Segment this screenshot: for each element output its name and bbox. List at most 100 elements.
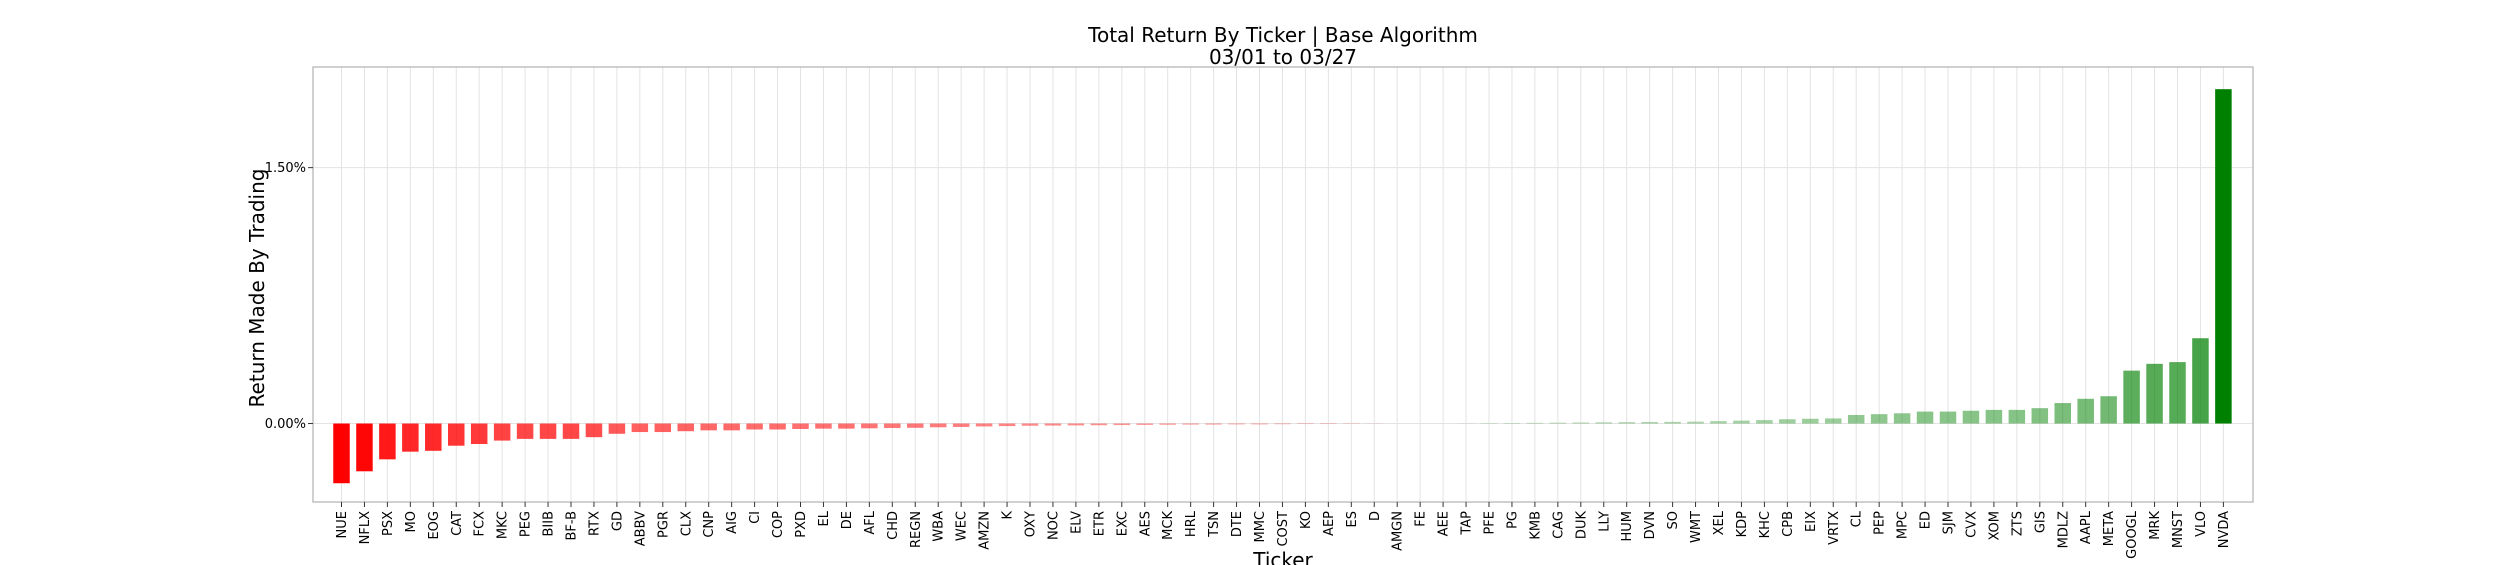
- bar-eog: [425, 423, 442, 451]
- x-tick-label: COST: [1276, 511, 1291, 547]
- bar-cl: [1847, 415, 1865, 424]
- bar-rtx: [585, 423, 603, 438]
- y-tick-label: 1.50%: [265, 161, 306, 176]
- bar-xom: [1985, 409, 2003, 424]
- bar-kdp: [1733, 420, 1750, 424]
- bars: [333, 89, 2232, 484]
- x-tick-label: EOG: [427, 511, 442, 540]
- bar-nflx: [356, 423, 373, 472]
- bar-so: [1664, 421, 1681, 424]
- x-tick-label: AAPL: [2079, 510, 2094, 544]
- x-tick-label: MCK: [1161, 511, 1176, 540]
- bar-cat: [448, 423, 465, 446]
- x-tick-label: PFE: [1483, 511, 1498, 535]
- x-tick-label: TSN: [1207, 511, 1222, 538]
- bar-wmt: [1687, 421, 1704, 424]
- bar-mnst: [2169, 362, 2186, 424]
- bar-aapl: [2077, 398, 2094, 424]
- x-tick-label: NUE: [335, 511, 350, 538]
- x-tick-label: ABBV: [633, 511, 648, 546]
- bar-amzn: [975, 423, 993, 427]
- bar-mdlz: [2054, 403, 2071, 424]
- bar-mkc: [493, 423, 511, 441]
- x-tick-label: AEE: [1437, 511, 1452, 536]
- x-tick-label: GIS: [2033, 511, 2048, 533]
- x-tick-label: AIG: [725, 511, 740, 534]
- chart-title: Total Return By Ticker | Base Algorithm: [1087, 23, 1478, 47]
- x-tick-label: MRK: [2148, 511, 2163, 540]
- x-tick-label: MKC: [496, 511, 511, 539]
- x-tick-label: NFLX: [358, 511, 373, 544]
- bar-xel: [1710, 421, 1727, 424]
- bar-ed: [1916, 411, 1934, 424]
- x-tick-label: VLO: [2194, 511, 2209, 537]
- plot-frame: [312, 66, 2254, 503]
- bar-cnp: [700, 423, 717, 431]
- x-tick-label: OXY: [1024, 511, 1039, 537]
- bar-ko: [1297, 423, 1314, 425]
- x-tick-label: HRL: [1184, 510, 1199, 537]
- bar-k: [998, 423, 1016, 427]
- bar-mpc: [1893, 413, 1911, 424]
- x-tick-label: MDLZ: [2056, 511, 2071, 548]
- bar-exc: [1113, 423, 1131, 426]
- bar-mo: [402, 423, 419, 452]
- x-tick-label: AFL: [863, 510, 878, 534]
- bar-aig: [723, 423, 740, 431]
- x-tick-label: AMGN: [1391, 511, 1406, 551]
- bar-meta: [2100, 396, 2117, 424]
- x-tick-label: CLX: [679, 511, 694, 536]
- chart-subtitle: 03/01 to 03/27: [1209, 45, 1357, 69]
- y-tick-label: 0.00%: [265, 417, 306, 432]
- x-axis-label: Ticker: [1252, 548, 1313, 565]
- x-tick-label: GD: [610, 511, 625, 531]
- x-tick-label: CL: [1850, 510, 1865, 527]
- x-tick-label: KO: [1299, 511, 1314, 529]
- x-tick-label: MNST: [2171, 511, 2186, 548]
- x-tick-label: MO: [404, 511, 419, 532]
- x-tick-label: WMT: [1689, 511, 1704, 543]
- bar-sjm: [1939, 411, 1957, 424]
- bar-fcx: [470, 423, 488, 444]
- x-tick-label: CVX: [1964, 511, 1979, 538]
- bar-ci: [746, 423, 763, 430]
- bar-aep: [1320, 423, 1337, 425]
- bar-wba: [929, 423, 947, 428]
- x-tick-label: CNP: [702, 511, 717, 538]
- bar-hum: [1618, 422, 1635, 424]
- bar-cag: [1549, 422, 1567, 424]
- bar-vlo: [2192, 338, 2209, 424]
- bar-nue: [333, 423, 350, 484]
- x-tick-label: NOC: [1046, 511, 1061, 540]
- bar-elv: [1067, 423, 1085, 426]
- x-ticks: NUE NFLX PSX MO EOG CAT FCX MKC PEG BIIB BF-B RTX GD…: [335, 502, 2232, 559]
- x-tick-label: CPB: [1781, 511, 1796, 537]
- bar-peg: [516, 423, 534, 439]
- x-tick-label: CAG: [1551, 511, 1566, 539]
- bar-noc: [1044, 423, 1062, 426]
- x-tick-label: PGR: [656, 511, 671, 538]
- bar-biib: [539, 423, 557, 439]
- x-tick-label: D: [1368, 511, 1383, 521]
- x-tick-label: HUM: [1620, 511, 1635, 542]
- x-tick-label: KMB: [1528, 511, 1543, 540]
- bar-lly: [1595, 422, 1612, 424]
- x-tick-label: AES: [1138, 511, 1153, 536]
- x-tick-label: K: [1001, 511, 1016, 520]
- bar-cop: [769, 423, 786, 430]
- bar-duk: [1572, 422, 1590, 424]
- bar-chd: [884, 423, 901, 428]
- x-tick-label: PG: [1505, 511, 1520, 529]
- x-tick-label: ED: [1919, 511, 1934, 529]
- y-axis-label: Return Made By Trading: [245, 169, 269, 408]
- bar-pgr: [654, 423, 672, 433]
- x-tick-label: GOOGL: [2125, 510, 2140, 559]
- x-tick-label: AEP: [1322, 511, 1337, 536]
- bar-gis: [2031, 408, 2049, 424]
- x-tick-label: BIIB: [542, 511, 557, 537]
- bar-el: [815, 423, 832, 429]
- bar-cpb: [1779, 419, 1796, 424]
- bar-de: [838, 423, 855, 429]
- x-tick-label: REGN: [909, 511, 924, 548]
